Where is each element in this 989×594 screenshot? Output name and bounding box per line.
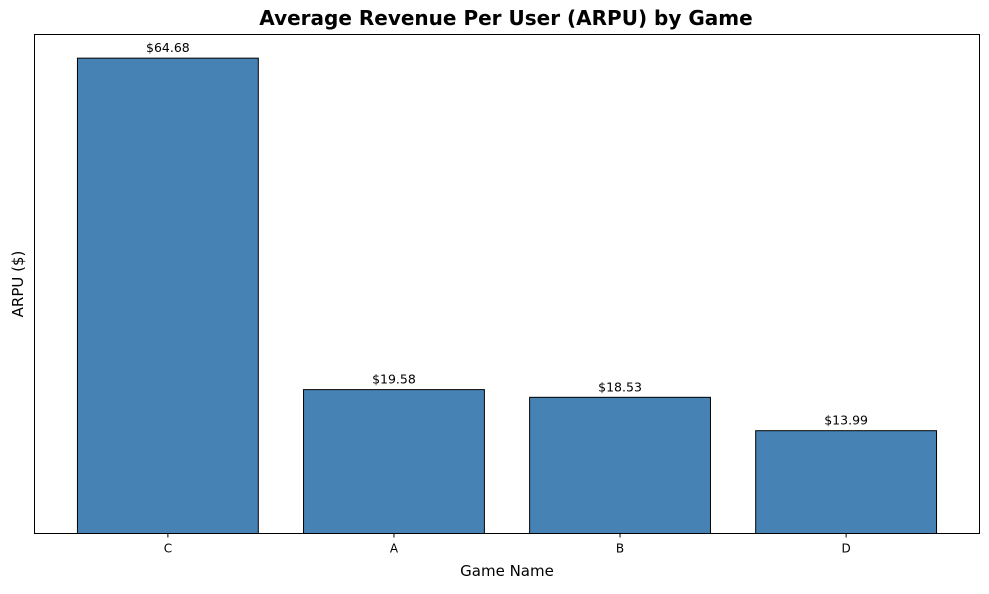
value-label-b: $18.53 <box>598 379 642 394</box>
value-label-a: $19.58 <box>372 372 416 387</box>
x-tick-label-c: C <box>164 542 172 556</box>
bar-b <box>529 396 711 534</box>
bar-a <box>303 389 485 534</box>
value-label-group: $64.68 $19.58 $18.53 $13.99 <box>146 40 868 428</box>
x-axis-label: Game Name <box>460 562 554 580</box>
bar-d <box>755 430 938 534</box>
x-tick-label-a: A <box>390 542 399 556</box>
plot-frame <box>34 34 980 534</box>
x-tick-label-d: D <box>841 542 850 556</box>
bar-c <box>76 57 259 534</box>
chart-title: Average Revenue Per User (ARPU) by Game <box>259 6 752 30</box>
y-axis-label: ARPU ($) <box>9 251 27 318</box>
value-label-d: $13.99 <box>824 413 868 428</box>
value-label-c: $64.68 <box>146 40 190 55</box>
x-tick-label-b: B <box>616 542 624 556</box>
bar-group <box>76 57 938 534</box>
